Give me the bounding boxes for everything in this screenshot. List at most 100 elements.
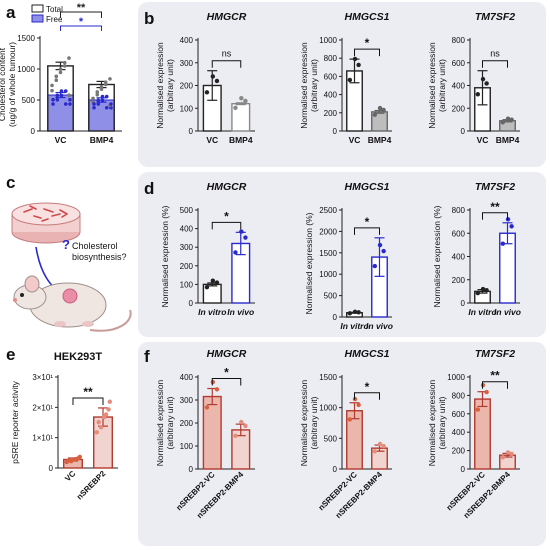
- x-tick-label-b2: VC: [349, 135, 361, 145]
- x-tick-label-d1: In vivo: [227, 307, 254, 317]
- significance-bracket-b2: [354, 48, 380, 57]
- legend-a: Total Free: [31, 4, 63, 24]
- y-tick-label-f3: 400: [452, 428, 466, 437]
- chart-title-d2: HMGCS1: [345, 181, 390, 193]
- data-point: [109, 102, 113, 106]
- data-point: [103, 82, 108, 87]
- data-point: [54, 74, 59, 79]
- y-axis-label-b1: Normalised expression(arbitrary unit): [155, 42, 175, 129]
- data-point: [233, 250, 238, 255]
- y-tick-label-f2: 1500: [319, 373, 337, 382]
- y-tick-label-d1: 300: [180, 243, 194, 252]
- data-point: [51, 97, 55, 102]
- data-point: [480, 286, 486, 292]
- data-point: [381, 248, 386, 254]
- data-point: [68, 102, 72, 106]
- data-point: [352, 56, 358, 62]
- y-tick-label-f2: 1000: [319, 404, 337, 413]
- significance-bracket-d3: [482, 212, 508, 220]
- significance-bracket-d2: [354, 227, 380, 235]
- data-point: [50, 83, 54, 88]
- y-tick-label-a: 1500: [17, 34, 35, 43]
- data-point: [54, 78, 59, 83]
- data-point: [243, 98, 248, 104]
- y-tick-label-f1: 200: [180, 419, 194, 428]
- y-tick-label-d3: 200: [452, 276, 466, 285]
- panel-letter-c: c: [6, 173, 15, 192]
- significance-label-d3: **: [490, 200, 500, 214]
- y-tick-label-b2: 0: [333, 127, 338, 136]
- y-axis-label-line: Normalised expression: [299, 380, 309, 467]
- x-tick-label-e: VC: [63, 469, 77, 483]
- data-point: [204, 405, 210, 410]
- y-axis-label-line: Normalised expression: [299, 42, 309, 129]
- y-axis-label-line: (arbitrary unit): [309, 59, 319, 112]
- data-point: [68, 97, 72, 102]
- y-axis-label-line: pSRE reporter activity: [10, 380, 20, 463]
- data-point: [352, 396, 358, 402]
- y-tick-label-d3: 0: [461, 299, 466, 308]
- data-point: [505, 217, 511, 222]
- panel-letter-f: f: [144, 347, 150, 366]
- data-point: [210, 74, 216, 79]
- y-axis-label-line: (arbitrary unit): [309, 396, 319, 449]
- y-tick-label-d2: 0: [333, 313, 338, 322]
- y-tick-label-f3: 600: [452, 410, 466, 419]
- y-axis-label-d3: Normalised expression (%): [432, 205, 442, 307]
- data-point: [356, 62, 361, 68]
- petri-dish-icon: [11, 202, 81, 244]
- data-point: [509, 224, 514, 229]
- significance-bracket-b3: [482, 60, 508, 68]
- y-tick-label-f1: 100: [180, 442, 194, 451]
- data-point: [505, 450, 511, 455]
- data-point: [500, 455, 506, 460]
- data-point: [381, 443, 386, 449]
- data-point: [106, 407, 111, 412]
- data-point: [108, 77, 112, 81]
- data-point: [204, 284, 210, 290]
- data-point: [94, 430, 100, 435]
- y-tick-label-f1: 0: [189, 465, 194, 474]
- data-point: [484, 288, 489, 293]
- chart-b1: 0 100 200 300 400 Normalised expression(arbit…: [155, 11, 255, 145]
- y-tick-label-f3: 800: [452, 391, 466, 400]
- chart-title-f2: HMGCS1: [345, 348, 390, 360]
- y-axis-label-line: Normalised expression: [427, 42, 437, 129]
- y-axis-label-line: Normalised expression (%): [432, 205, 442, 307]
- y-axis-label-line: (arbitrary unit): [165, 396, 175, 449]
- x-tick-label-d3: In vivo: [494, 307, 521, 317]
- data-point: [104, 105, 109, 110]
- y-tick-label-a: 1000: [17, 65, 35, 74]
- data-point: [372, 112, 378, 117]
- data-point: [64, 459, 70, 465]
- panel-letter-e: e: [6, 345, 15, 364]
- data-point: [91, 96, 95, 101]
- data-point: [99, 85, 104, 89]
- significance-bracket-f1: [211, 378, 242, 386]
- x-tick-label-d1: In vitro: [198, 307, 226, 317]
- data-point: [381, 107, 386, 113]
- data-point: [500, 241, 506, 246]
- y-tick-label-f1: 400: [180, 373, 194, 382]
- data-point: [239, 96, 244, 101]
- significance-bracket: [60, 25, 102, 31]
- data-point: [96, 419, 101, 425]
- tumour-icon: [62, 288, 78, 304]
- chart-title-b1: HMGCR: [207, 11, 247, 23]
- data-point: [59, 89, 64, 93]
- data-point: [96, 98, 101, 103]
- y-axis-label-f1: Normalised expression(arbitrary unit): [155, 380, 175, 467]
- y-tick-label-f3: 0: [461, 465, 466, 474]
- data-point: [58, 67, 63, 71]
- data-point: [63, 102, 68, 106]
- chart-title-b2: HMGCS1: [345, 11, 390, 23]
- legend-label-free: Free: [46, 15, 63, 24]
- chart-title-d1: HMGCR: [207, 181, 247, 193]
- legend-swatch-free: [31, 14, 44, 23]
- annotation-line-1: Cholesterol: [72, 241, 118, 251]
- data-point: [55, 97, 60, 102]
- y-tick-label-b3: 600: [452, 59, 466, 68]
- y-tick-label-d1: 100: [180, 280, 194, 289]
- legend-swatch-total: [31, 4, 44, 13]
- mouse-icon: [13, 275, 132, 332]
